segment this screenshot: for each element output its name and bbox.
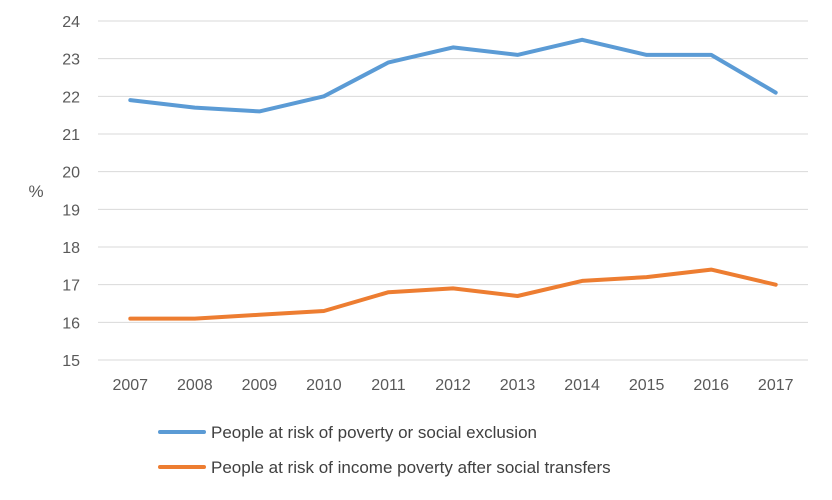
- data-point: [323, 95, 325, 97]
- y-tick-label: 21: [62, 127, 80, 144]
- y-axis-label: %: [28, 182, 43, 201]
- data-point: [387, 291, 389, 293]
- data-point: [452, 287, 454, 289]
- series-line-2: [128, 267, 778, 321]
- series-lines: [128, 37, 778, 321]
- x-tick-label: 2009: [242, 377, 278, 394]
- data-point: [452, 46, 454, 48]
- series-line-1: [128, 37, 778, 114]
- x-tick-label: 2014: [564, 377, 600, 394]
- data-point: [387, 61, 389, 63]
- legend: People at risk of poverty or social excl…: [158, 423, 611, 477]
- data-point: [710, 54, 712, 56]
- x-tick-label: 2011: [371, 377, 406, 394]
- y-tick-label: 18: [62, 240, 80, 257]
- data-point: [646, 54, 648, 56]
- y-tick-label: 20: [62, 165, 80, 182]
- data-point: [129, 99, 131, 101]
- data-point: [517, 54, 519, 56]
- x-tick-label: 2017: [758, 377, 794, 394]
- y-tick-label: 24: [62, 14, 80, 31]
- x-axis-ticks: 2007 2008 2009 2010 2011 2012 2013 2014 2015 2016…: [112, 377, 793, 394]
- data-point: [775, 284, 777, 286]
- data-point: [129, 318, 131, 320]
- y-axis-ticks: 15 16 17 18 19 20 21 22 23 24: [62, 14, 80, 370]
- x-tick-label: 2010: [306, 377, 342, 394]
- data-point: [517, 295, 519, 297]
- x-tick-label: 2008: [177, 377, 213, 394]
- data-point: [710, 269, 712, 271]
- x-tick-label: 2015: [629, 377, 665, 394]
- x-tick-label: 2016: [693, 377, 729, 394]
- x-tick-label: 2013: [500, 377, 536, 394]
- legend-label-2: People at risk of income poverty after s…: [211, 458, 611, 477]
- y-tick-label: 23: [62, 52, 80, 69]
- data-point: [194, 318, 196, 320]
- y-tick-label: 15: [62, 353, 80, 370]
- data-point: [323, 310, 325, 312]
- data-point: [581, 280, 583, 282]
- y-tick-label: 17: [62, 278, 80, 295]
- data-point: [258, 314, 260, 316]
- x-tick-label: 2007: [112, 377, 148, 394]
- x-tick-label: 2012: [435, 377, 471, 394]
- data-point: [258, 110, 260, 112]
- data-point: [646, 276, 648, 278]
- legend-label-1: People at risk of poverty or social excl…: [211, 423, 537, 442]
- gridlines: [98, 20, 808, 361]
- y-tick-label: 16: [62, 315, 80, 332]
- y-tick-label: 22: [62, 89, 80, 106]
- data-point: [194, 107, 196, 109]
- data-point: [581, 39, 583, 41]
- y-tick-label: 19: [62, 202, 80, 219]
- data-point: [775, 92, 777, 94]
